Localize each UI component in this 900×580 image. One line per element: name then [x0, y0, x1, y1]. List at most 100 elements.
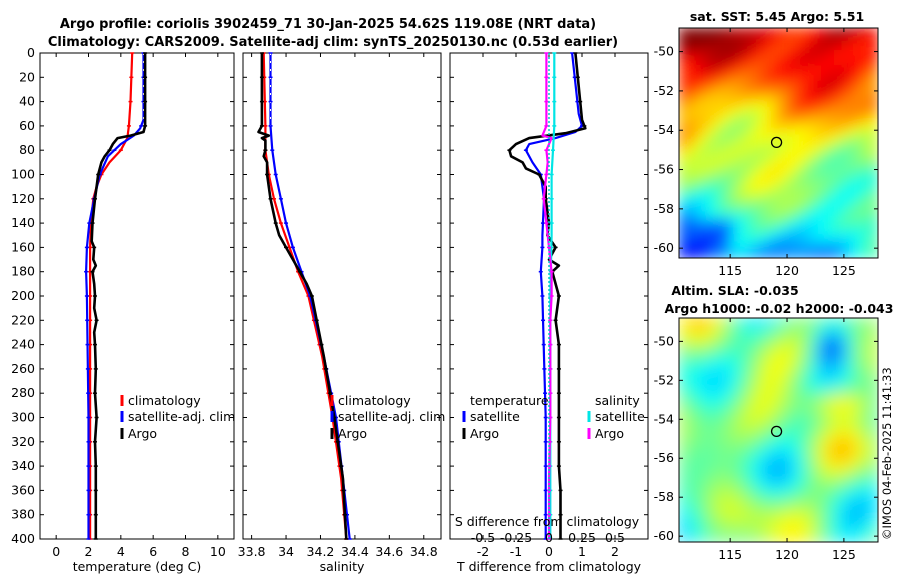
- map-cell: [754, 466, 765, 476]
- map-cell: [854, 180, 864, 190]
- map-cell: [846, 80, 857, 91]
- map-cell: [769, 57, 780, 68]
- map-cell: [777, 436, 788, 446]
- map-cell: [800, 339, 811, 349]
- map-cell: [754, 503, 765, 514]
- map-cell: [723, 511, 734, 521]
- map-cell: [701, 399, 711, 409]
- map-cell: [854, 354, 864, 364]
- map-cell: [777, 142, 788, 152]
- map-cell: [693, 369, 703, 379]
- map-cell: [769, 369, 780, 379]
- map-cell: [854, 533, 864, 542]
- map-cell: [701, 391, 711, 402]
- map-cell: [731, 318, 742, 327]
- map-cell: [823, 42, 834, 52]
- map-cell: [685, 429, 696, 439]
- map-cell: [808, 488, 818, 499]
- map-cell: [685, 203, 696, 213]
- map-cell: [723, 96, 734, 106]
- map-cell: [708, 376, 719, 387]
- map-cell: [846, 195, 857, 206]
- x-tick-label: 33.8: [238, 544, 266, 559]
- map-cell: [701, 195, 711, 206]
- map-cell: [792, 88, 803, 98]
- map-cell: [792, 65, 803, 75]
- map-cell: [861, 511, 872, 521]
- map-cell: [685, 234, 696, 244]
- map-cell: [701, 188, 711, 198]
- map-cell: [777, 421, 788, 431]
- map-cell: [838, 339, 849, 349]
- map-cell: [777, 503, 788, 514]
- map-cell: [861, 399, 872, 409]
- map-cell: [800, 488, 811, 499]
- map-cell: [815, 195, 826, 206]
- map-cell: [762, 384, 772, 394]
- map-cell: [762, 354, 772, 364]
- map-cell: [716, 249, 726, 258]
- map-cell: [746, 234, 757, 244]
- map-cell: [792, 376, 803, 387]
- map-cell: [679, 28, 688, 37]
- map-cell: [685, 436, 696, 446]
- map-cell: [762, 443, 772, 454]
- map-cell: [785, 34, 795, 45]
- map-cell: [846, 88, 857, 98]
- map-cell: [754, 526, 765, 536]
- map-cell: [731, 473, 742, 484]
- map-cell: [701, 318, 711, 327]
- map-cell: [723, 339, 734, 349]
- map-cell: [716, 88, 726, 98]
- top-axis-label: S difference from climatology: [455, 514, 640, 529]
- s-tick-label: 0.25: [568, 530, 596, 545]
- map-cell: [861, 406, 872, 417]
- map-cell: [754, 331, 765, 342]
- map-cell: [838, 249, 849, 258]
- map-cell: [869, 88, 878, 98]
- map-cell: [838, 414, 849, 424]
- map-cell: [716, 384, 726, 394]
- map-cell: [679, 503, 688, 514]
- map-cell: [739, 126, 749, 137]
- map-cell: [679, 421, 688, 431]
- map-cell: [785, 443, 795, 454]
- map-cell: [708, 354, 719, 364]
- map-cell: [769, 165, 780, 175]
- map-cell: [861, 384, 872, 394]
- map-cell: [739, 34, 749, 45]
- map-cell: [861, 518, 872, 529]
- map-cell: [746, 142, 757, 152]
- map-cell: [785, 119, 795, 129]
- map-cell: [708, 80, 719, 91]
- map-cell: [754, 241, 765, 252]
- map-cell: [777, 451, 788, 461]
- map-cell: [846, 218, 857, 229]
- map-cell: [731, 361, 742, 372]
- map-cell: [838, 119, 849, 129]
- legend-label: climatology: [338, 393, 411, 408]
- map-cell: [769, 195, 780, 206]
- map-cell: [823, 142, 834, 152]
- map-cell: [731, 165, 742, 175]
- map-cell: [701, 34, 711, 45]
- map-cell: [716, 518, 726, 529]
- map-cell: [808, 103, 818, 114]
- map-cell: [785, 241, 795, 252]
- map-cell: [762, 149, 772, 160]
- map-cell: [861, 65, 872, 75]
- map-cell: [831, 399, 841, 409]
- map-cell: [679, 88, 688, 98]
- map-cell: [701, 65, 711, 75]
- map-cell: [800, 226, 811, 236]
- map-cell: [831, 226, 841, 236]
- map-cell: [815, 28, 826, 37]
- map-cell: [708, 57, 719, 68]
- map-cell: [800, 451, 811, 461]
- map-cell: [746, 384, 757, 394]
- latitude-tick-label: -50: [654, 333, 674, 348]
- map-cell: [746, 481, 757, 491]
- map-cell: [708, 443, 719, 454]
- map-cell: [869, 96, 878, 106]
- map-cell: [792, 526, 803, 536]
